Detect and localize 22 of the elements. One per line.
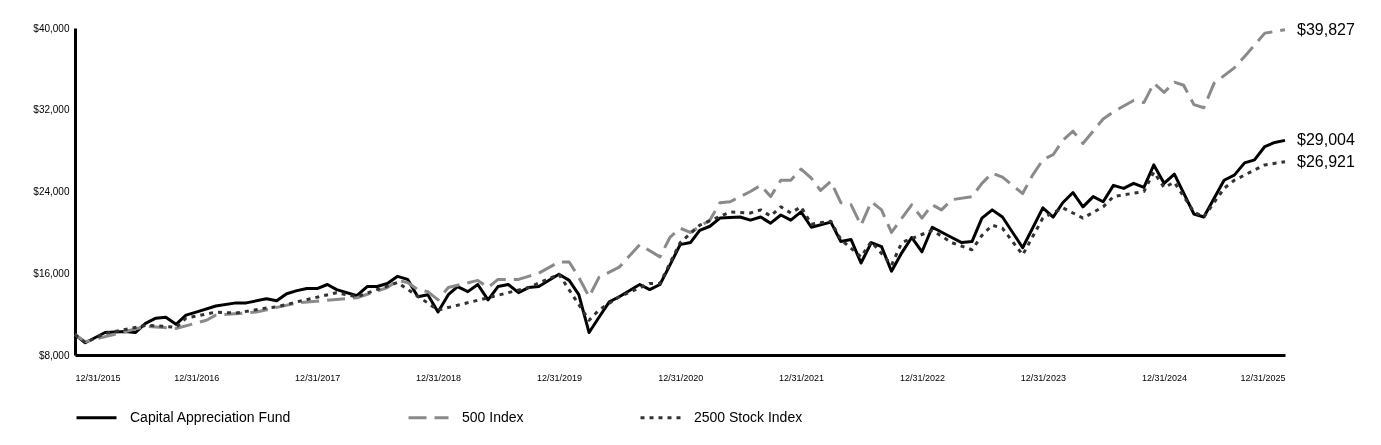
data-label: $29,004	[1297, 131, 1355, 149]
x-tick-label: 12/31/2018	[416, 372, 462, 383]
data-label: $26,921	[1297, 152, 1355, 170]
y-tick-label: $16,000	[33, 267, 70, 279]
x-tick-label: 12/31/2020	[658, 372, 704, 383]
x-tick-label: 12/31/2021	[779, 372, 825, 383]
x-tick-label: 12/31/2024	[1142, 372, 1188, 383]
x-tick-label: 12/31/2022	[899, 372, 945, 383]
x-tick-label: 12/31/2023	[1020, 372, 1066, 383]
x-tick-label: 12/31/2015	[75, 372, 121, 383]
x-tick-label: 12/31/2017	[295, 372, 341, 383]
y-tick-label: $40,000	[33, 22, 70, 34]
x-tick-label: 12/31/2019	[536, 372, 582, 383]
y-tick-label: $8,000	[38, 349, 70, 361]
legend-label: 2500 Stock Index	[694, 408, 803, 425]
y-tick-label: $32,000	[33, 104, 70, 116]
y-tick-label: $24,000	[33, 186, 70, 197]
legend-label: 500 Index	[462, 408, 524, 425]
x-tick-label: 12/31/2025	[1240, 372, 1286, 383]
data-label: $39,827	[1297, 20, 1355, 38]
legend-label: Capital Appreciation Fund	[130, 408, 291, 425]
x-tick-label: 12/31/2016	[174, 372, 220, 383]
